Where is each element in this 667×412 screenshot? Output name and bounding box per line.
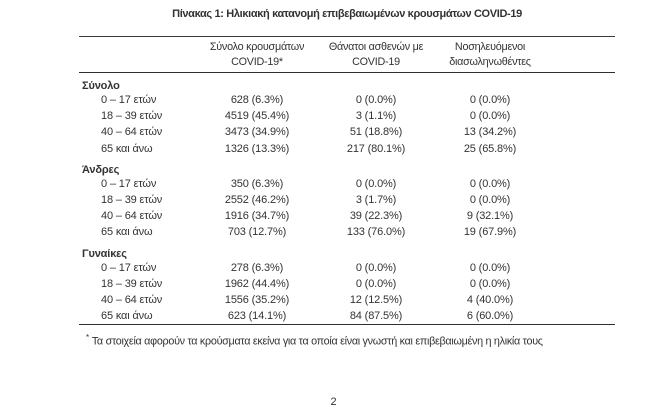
- table-row: 65 και άνω 1326 (13.3%) 217 (80.1%) 25 (…: [79, 141, 615, 157]
- section-label-total: Σύνολο: [82, 80, 120, 92]
- cases-value: 350 (6.3%): [230, 177, 284, 190]
- cases-value: 1326 (13.3%): [224, 142, 290, 155]
- age-label: 40 – 64 ετών: [101, 126, 163, 139]
- deaths-value: 0 (0.0%): [355, 94, 397, 107]
- table-row: 18 – 39 ετών 2552 (46.2%) 3 (1.7%) 0 (0.…: [79, 192, 615, 208]
- table-row: 18 – 39 ετών 1962 (44.4%) 0 (0.0%) 0 (0.…: [79, 276, 615, 292]
- table-row: 0 – 17 ετών 278 (6.3%) 0 (0.0%) 0 (0.0%): [79, 260, 615, 276]
- age-label: 65 και άνω: [101, 226, 153, 239]
- table-row: 18 – 39 ετών 4519 (45.4%) 3 (1.1%) 0 (0.…: [79, 108, 615, 124]
- cases-value: 1962 (44.4%): [224, 277, 290, 290]
- deaths-value: 217 (80.1%): [346, 142, 406, 155]
- age-label: 18 – 39 ετών: [101, 194, 163, 207]
- intubated-value: 0 (0.0%): [469, 277, 511, 290]
- age-label: 0 – 17 ετών: [101, 177, 157, 190]
- table-row: 65 και άνω 703 (12.7%) 133 (76.0%) 19 (6…: [79, 224, 615, 240]
- header-cell-intubated: Νοσηλευόμενοι διασωληνωθέντες: [430, 40, 550, 69]
- deaths-value: 84 (87.5%): [349, 310, 403, 323]
- table-row: 0 – 17 ετών 628 (6.3%) 0 (0.0%) 0 (0.0%): [79, 92, 615, 108]
- header-intubated-line1: Νοσηλευόμενοι: [454, 41, 526, 53]
- intubated-value: 19 (67.9%): [463, 226, 517, 239]
- header-cases-line1: Σύνολο κρουσμάτων: [209, 41, 305, 53]
- deaths-value: 0 (0.0%): [355, 261, 397, 274]
- table-row: 40 – 64 ετών 1556 (35.2%) 12 (12.5%) 4 (…: [79, 292, 615, 308]
- table-header-row: Σύνολο κρουσμάτων COVID-19* Θάνατοι ασθε…: [79, 37, 615, 73]
- deaths-value: 12 (12.5%): [349, 293, 403, 306]
- header-cell-cases: Σύνολο κρουσμάτων COVID-19*: [192, 40, 322, 69]
- section-label-women: Γυναίκες: [82, 247, 127, 260]
- intubated-value: 0 (0.0%): [469, 261, 511, 274]
- intubated-value: 13 (34.2%): [463, 126, 517, 139]
- page-number: 2: [330, 396, 337, 408]
- deaths-value: 3 (1.1%): [355, 110, 397, 123]
- intubated-value: 0 (0.0%): [469, 177, 511, 190]
- intubated-value: 25 (65.8%): [463, 142, 517, 155]
- cases-value: 1556 (35.2%): [224, 293, 290, 306]
- stats-table: Σύνολο κρουσμάτων COVID-19* Θάνατοι ασθε…: [79, 36, 615, 326]
- age-label: 18 – 39 ετών: [101, 110, 163, 123]
- cases-value: 703 (12.7%): [227, 226, 287, 239]
- cases-value: 628 (6.3%): [230, 94, 284, 107]
- cases-value: 278 (6.3%): [230, 261, 284, 274]
- cases-value: 3473 (34.9%): [224, 126, 290, 139]
- table-title: Πίνακας 1: Ηλικιακή κατανομή επιβεβαιωμέ…: [172, 8, 522, 20]
- header-deaths-line1: Θάνατοι ασθενών με: [328, 41, 424, 53]
- intubated-value: 4 (40.0%): [466, 293, 514, 306]
- age-label: 0 – 17 ετών: [101, 94, 157, 107]
- table-row: 40 – 64 ετών 3473 (34.9%) 51 (18.8%) 13 …: [79, 124, 615, 140]
- age-label: 40 – 64 ετών: [101, 210, 163, 223]
- footnote-text: Τα στοιχεία αφορούν τα κρούσματα εκείνα …: [91, 335, 543, 348]
- table-row: 40 – 64 ετών 1916 (34.7%) 39 (22.3%) 9 (…: [79, 208, 615, 224]
- intubated-value: 0 (0.0%): [469, 194, 511, 207]
- age-label: 18 – 39 ετών: [101, 277, 163, 290]
- deaths-value: 51 (18.8%): [349, 126, 403, 139]
- cases-value: 1916 (34.7%): [224, 210, 290, 223]
- age-label: 65 και άνω: [101, 142, 153, 155]
- header-cell-deaths: Θάνατοι ασθενών με COVID-19: [322, 40, 430, 69]
- intubated-value: 0 (0.0%): [469, 94, 511, 107]
- cases-value: 2552 (46.2%): [224, 194, 290, 207]
- header-intubated-line2: διασωληνωθέντες: [449, 55, 531, 68]
- deaths-value: 3 (1.7%): [355, 194, 397, 207]
- footnote: * Τα στοιχεία αφορούν τα κρούσματα εκείνα…: [86, 333, 616, 348]
- header-deaths-line2: COVID-19: [352, 55, 400, 68]
- age-label: 65 και άνω: [101, 310, 153, 323]
- table-row: 65 και άνω 623 (14.1%) 84 (87.5%) 6 (60.…: [79, 308, 615, 324]
- age-label: 40 – 64 ετών: [101, 293, 163, 306]
- cases-value: 4519 (45.4%): [224, 110, 290, 123]
- section-label-men: Άνδρες: [82, 163, 120, 176]
- deaths-value: 133 (76.0%): [346, 226, 406, 239]
- header-cases-line2: COVID-19*: [231, 55, 283, 68]
- footnote-marker: *: [86, 333, 89, 342]
- intubated-value: 0 (0.0%): [469, 110, 511, 123]
- deaths-value: 0 (0.0%): [355, 177, 397, 190]
- deaths-value: 39 (22.3%): [349, 210, 403, 223]
- age-label: 0 – 17 ετών: [101, 261, 157, 274]
- cases-value: 623 (14.1%): [227, 310, 287, 323]
- intubated-value: 6 (60.0%): [466, 310, 514, 323]
- table-row: 0 – 17 ετών 350 (6.3%) 0 (0.0%) 0 (0.0%): [79, 176, 615, 192]
- deaths-value: 0 (0.0%): [355, 277, 397, 290]
- intubated-value: 9 (32.1%): [466, 210, 514, 223]
